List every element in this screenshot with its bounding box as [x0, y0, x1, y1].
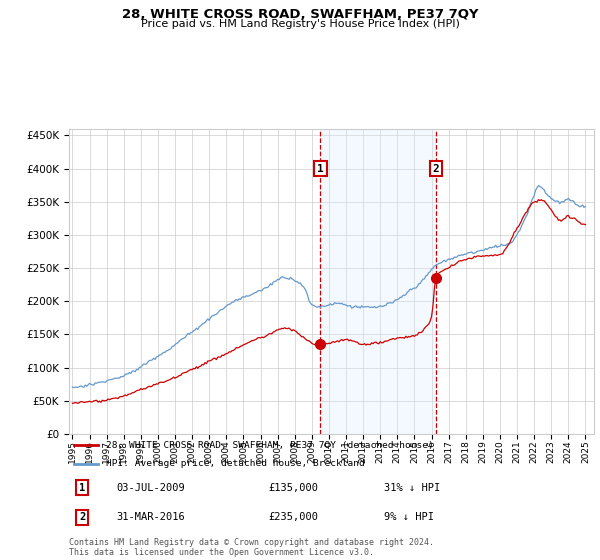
Text: 03-JUL-2009: 03-JUL-2009 — [116, 483, 185, 493]
Text: 31% ↓ HPI: 31% ↓ HPI — [384, 483, 440, 493]
Text: £235,000: £235,000 — [269, 512, 319, 522]
Bar — [320, 129, 436, 434]
Text: 28, WHITE CROSS ROAD, SWAFFHAM, PE37 7QY: 28, WHITE CROSS ROAD, SWAFFHAM, PE37 7QY — [122, 8, 478, 21]
Text: Price paid vs. HM Land Registry's House Price Index (HPI): Price paid vs. HM Land Registry's House … — [140, 19, 460, 29]
Text: 2: 2 — [79, 512, 85, 522]
Text: £135,000: £135,000 — [269, 483, 319, 493]
Text: 28, WHITE CROSS ROAD, SWAFFHAM, PE37 7QY (detached house): 28, WHITE CROSS ROAD, SWAFFHAM, PE37 7QY… — [106, 441, 433, 450]
Text: HPI: Average price, detached house, Breckland: HPI: Average price, detached house, Brec… — [106, 459, 365, 468]
Text: 31-MAR-2016: 31-MAR-2016 — [116, 512, 185, 522]
Text: 1: 1 — [317, 164, 324, 174]
Text: Contains HM Land Registry data © Crown copyright and database right 2024.
This d: Contains HM Land Registry data © Crown c… — [69, 538, 434, 557]
Text: 1: 1 — [79, 483, 85, 493]
Text: 9% ↓ HPI: 9% ↓ HPI — [384, 512, 434, 522]
Text: 2: 2 — [433, 164, 439, 174]
